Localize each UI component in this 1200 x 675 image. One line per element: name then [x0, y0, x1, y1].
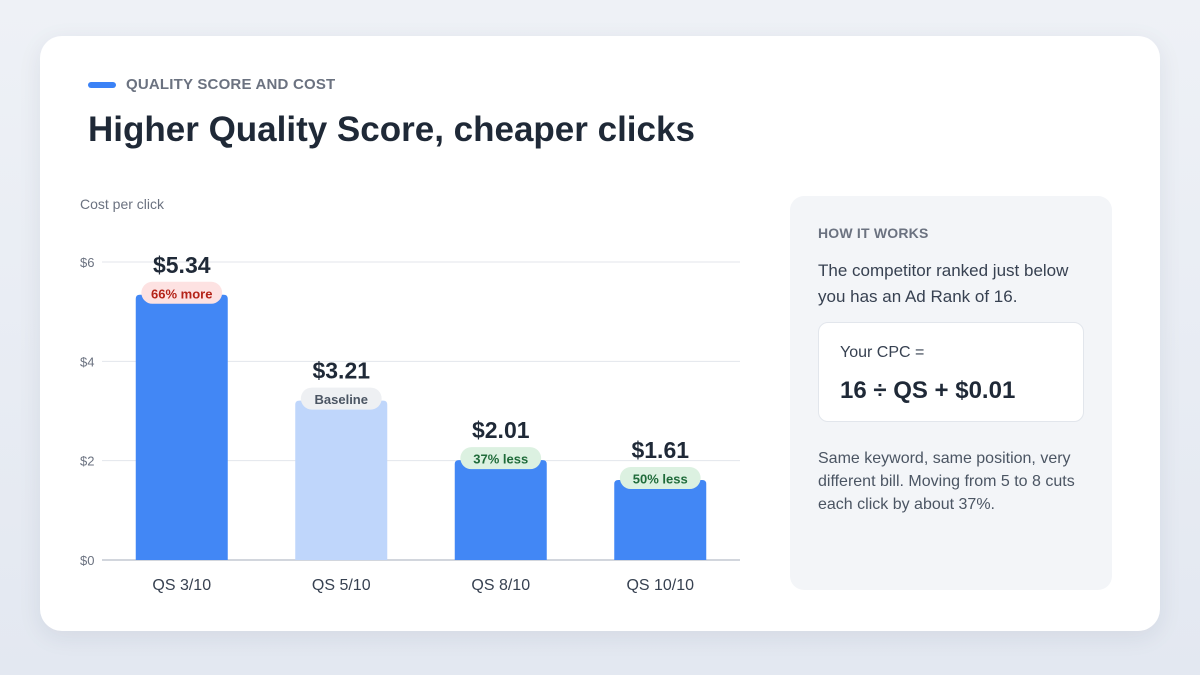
bar-value-label: $5.34 — [153, 252, 211, 278]
y-tick-label: $4 — [80, 354, 94, 369]
formula-label: Your CPC = — [840, 344, 925, 361]
bar-value-label: $3.21 — [312, 358, 370, 384]
delta-badge — [300, 387, 382, 410]
bar-value-label: $1.61 — [631, 437, 689, 463]
panel-eyebrow: HOW IT WORKS — [818, 225, 929, 241]
bar-chart: $0 $2 $4 $6 66% more $5.34 QS 3/10 Baseline $3.2… — [80, 252, 740, 594]
delta-badge — [141, 281, 223, 304]
y-tick-label: $6 — [80, 255, 94, 270]
bar — [295, 400, 388, 560]
how-it-works-panel: HOW IT WORKS The competitor ranked just … — [790, 196, 1112, 590]
formula-box: Your CPC = 16 ÷ QS + $0.01 — [818, 322, 1084, 422]
y-axis-title: Cost per click — [80, 196, 165, 212]
delta-badge-label: Baseline — [315, 392, 368, 407]
delta-badge — [619, 467, 701, 490]
panel-intro-text: The competitor ranked just below you has… — [818, 261, 1069, 306]
x-category-label: QS 3/10 — [152, 577, 211, 594]
x-category-label: QS 8/10 — [471, 577, 530, 594]
eyebrow-accent-bar — [88, 81, 116, 88]
delta-badge-label: 37% less — [473, 452, 528, 467]
bar — [454, 460, 547, 560]
delta-badge-label: 66% more — [151, 286, 212, 301]
eyebrow-label: QUALITY SCORE AND COST — [126, 76, 336, 93]
x-category-label: QS 10/10 — [626, 577, 694, 594]
chart-card: QUALITY SCORE AND COST Higher Quality Sc… — [40, 36, 1160, 631]
formula-expression: 16 ÷ QS + $0.01 — [840, 377, 1016, 404]
y-tick-label: $0 — [80, 553, 94, 568]
delta-badge — [460, 447, 542, 470]
bar — [135, 294, 228, 560]
eyebrow: QUALITY SCORE AND COST — [88, 76, 335, 93]
y-tick-label: $2 — [80, 454, 94, 469]
bar-value-label: $2.01 — [472, 417, 530, 443]
delta-badge-label: 50% less — [633, 472, 688, 487]
x-category-label: QS 5/10 — [312, 577, 371, 594]
panel-note-text: Same keyword, same position, very differ… — [818, 450, 1075, 513]
page-title: Higher Quality Score, cheaper clicks — [88, 110, 695, 149]
bar — [614, 480, 707, 560]
